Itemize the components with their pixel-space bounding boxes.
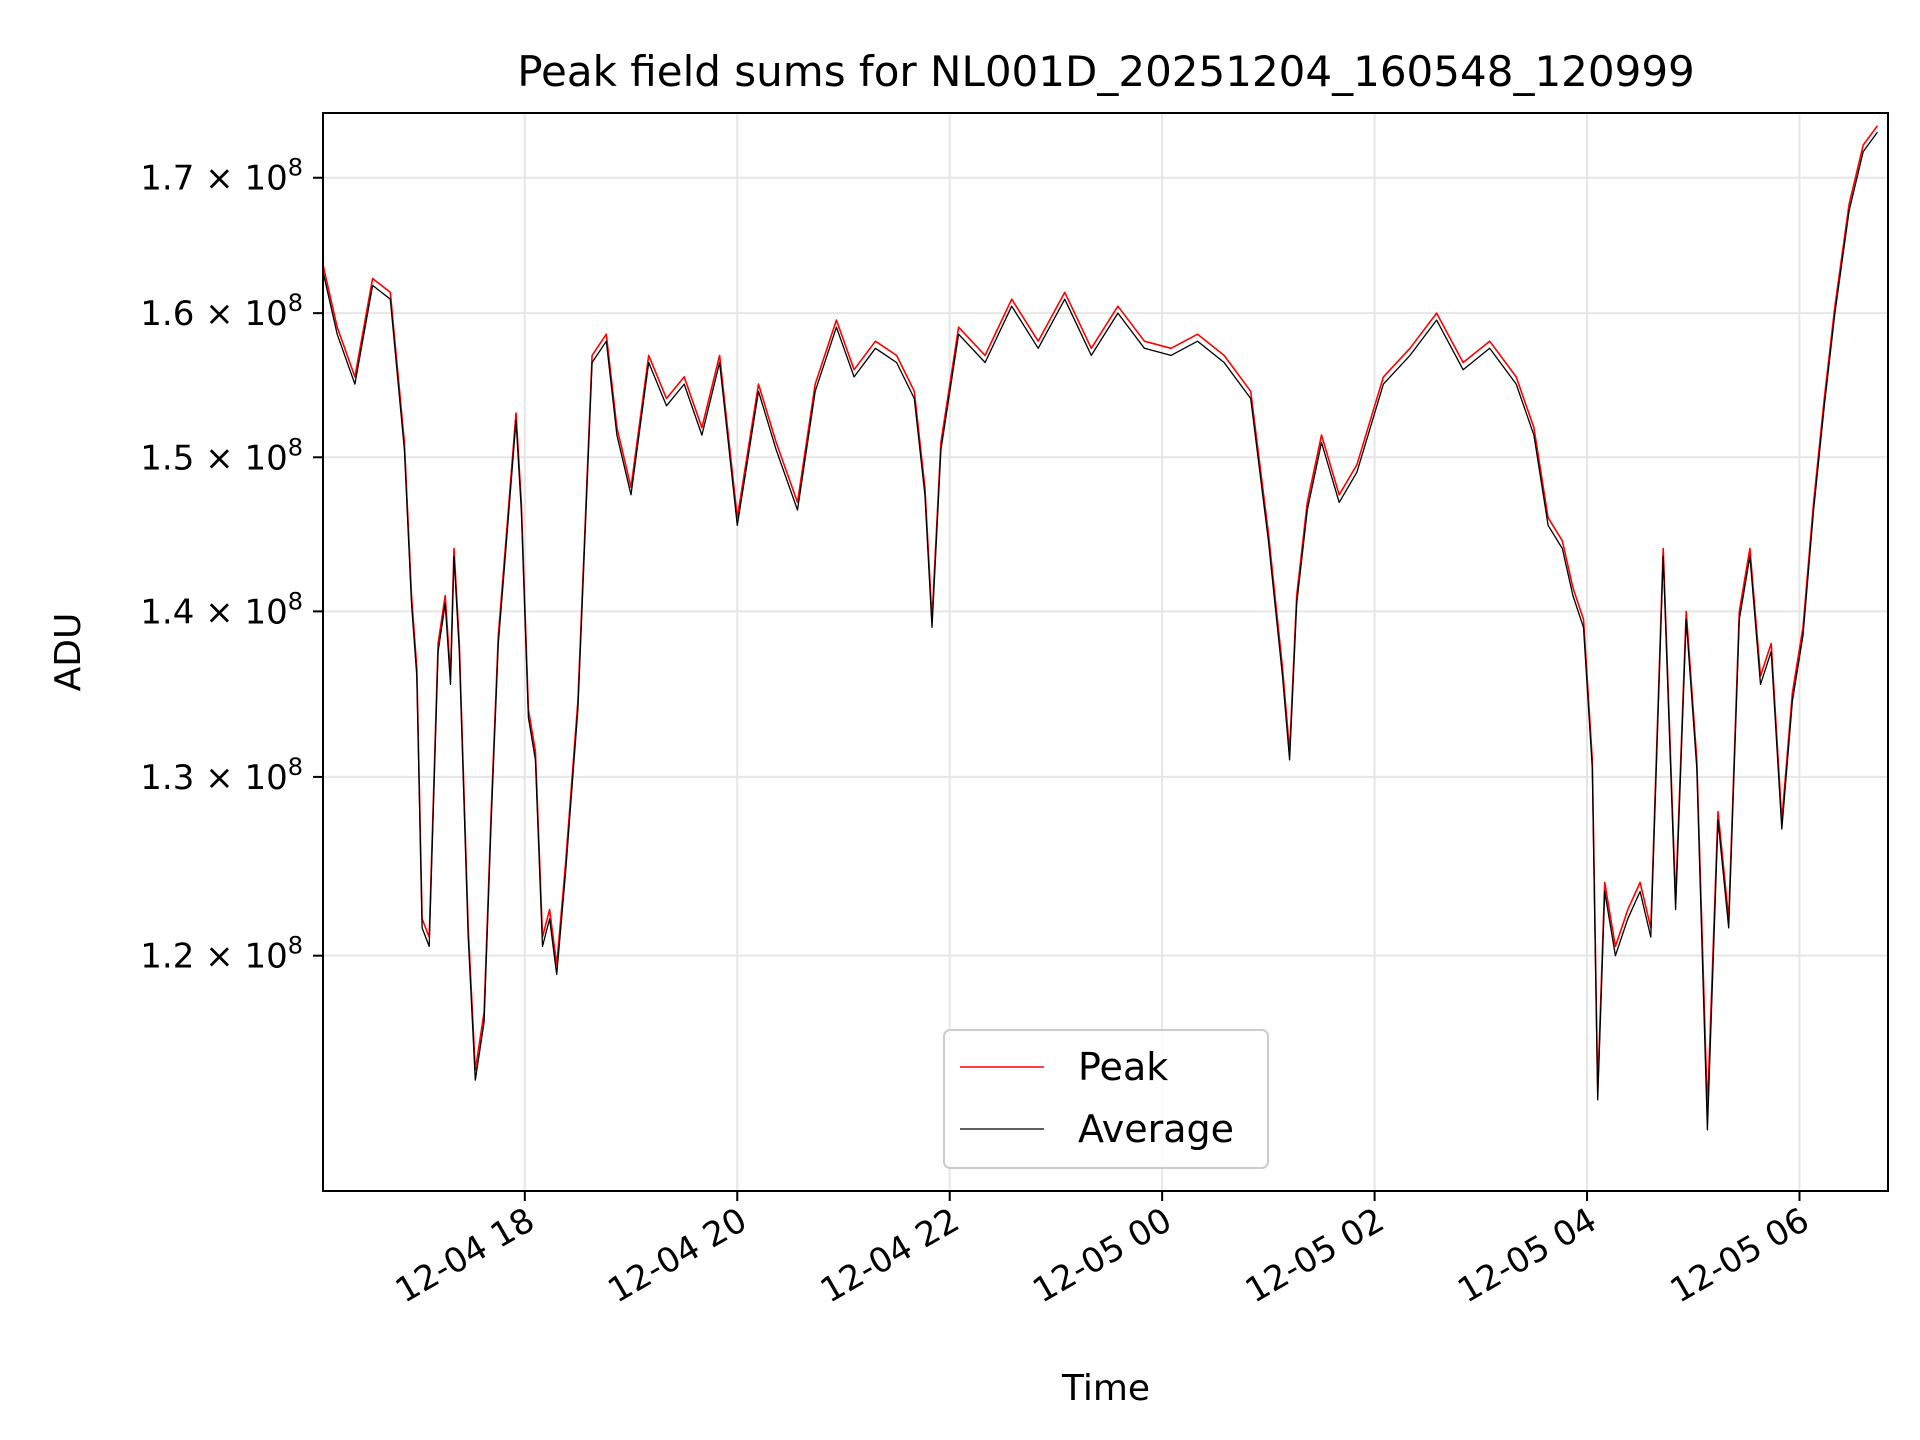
gridlines xyxy=(323,113,1888,1191)
y-tick-times: × xyxy=(194,438,244,478)
plot-frame xyxy=(322,112,1889,1192)
y-tick-base: 10 xyxy=(244,758,287,798)
y-tick-mantissa: 1.5 xyxy=(140,438,194,478)
y-tick-exponent: 8 xyxy=(288,932,303,960)
y-tick-exponent: 8 xyxy=(288,433,303,461)
legend-average-label: Average xyxy=(1078,1107,1234,1151)
y-tick-exponent: 8 xyxy=(288,753,303,781)
y-tick-times: × xyxy=(194,159,244,199)
y-tick-times: × xyxy=(194,592,244,632)
y-tick-base: 10 xyxy=(244,159,287,199)
y-tick-label: 1.3 × 108 xyxy=(140,753,303,798)
y-tick-times: × xyxy=(194,937,244,977)
y-tick-mantissa: 1.3 xyxy=(140,758,194,798)
y-tick-base: 10 xyxy=(244,294,287,334)
y-tick-label: 1.4 × 108 xyxy=(140,587,303,632)
y-tick-base: 10 xyxy=(244,937,287,977)
series-layer xyxy=(323,125,1879,1131)
y-tick-label: 1.7 × 108 xyxy=(140,154,303,199)
y-tick-times: × xyxy=(194,758,244,798)
y-tick-mantissa: 1.7 xyxy=(140,159,194,199)
y-tick-mantissa: 1.4 xyxy=(140,592,194,632)
y-tick-label: 1.2 × 108 xyxy=(140,932,303,977)
y-tick-exponent: 8 xyxy=(288,289,303,317)
y-axis-title: ADU xyxy=(48,613,89,692)
chart-title: Peak field sums for NL001D_20251204_1605… xyxy=(517,47,1695,96)
y-tick-label: 1.5 × 108 xyxy=(140,433,303,478)
y-tick-label: 1.6 × 108 xyxy=(140,289,303,334)
y-tick-exponent: 8 xyxy=(288,154,303,182)
x-axis-title: Time xyxy=(1061,1368,1150,1409)
legend-peak-label: Peak xyxy=(1078,1045,1168,1089)
legend: Peak Average xyxy=(943,1029,1269,1169)
y-tick-exponent: 8 xyxy=(288,587,303,615)
y-tick-times: × xyxy=(194,294,244,334)
y-tick-base: 10 xyxy=(244,592,287,632)
y-tick-base: 10 xyxy=(244,438,287,478)
legend-box xyxy=(943,1029,1269,1169)
series-line-average xyxy=(323,131,1878,1131)
y-tick-mantissa: 1.6 xyxy=(140,294,194,334)
y-tick-mantissa: 1.2 xyxy=(140,937,194,977)
